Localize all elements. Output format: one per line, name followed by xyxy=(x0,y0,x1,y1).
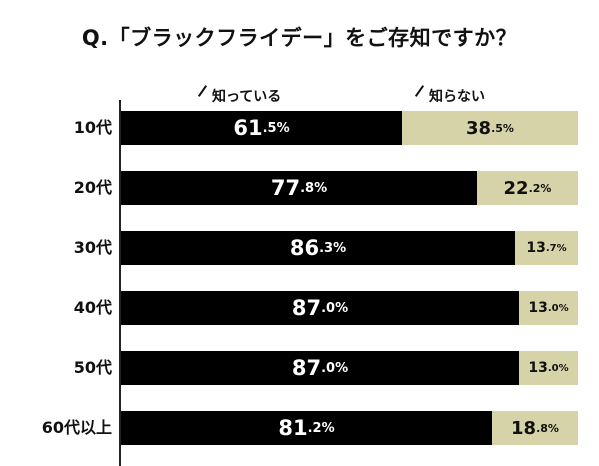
chart-title: Q.「ブラックフライデー」をご存知ですか？ xyxy=(81,26,518,50)
category-label: 60代以上 xyxy=(41,418,112,437)
data-label-know-dec: .5% xyxy=(262,120,290,136)
bar-segment-dont-know: 13.7% xyxy=(515,231,578,265)
bar-segment-dont-know: 22.2% xyxy=(477,171,578,205)
category-label: 20代 xyxy=(73,178,112,197)
legend-marker-dont-know xyxy=(414,85,425,97)
bar-segment-dont-know: 38.5% xyxy=(402,111,578,145)
data-label-dont-know-int: 13 xyxy=(526,240,546,256)
bar-segment-know: 87.0% xyxy=(121,351,519,385)
data-label-dont-know-int: 22 xyxy=(503,177,529,199)
category-label: 10代 xyxy=(73,118,112,137)
bar-segment-know: 61.5% xyxy=(121,111,402,145)
legend-marker-know xyxy=(197,85,208,97)
data-label-know-int: 77 xyxy=(270,176,301,200)
data-label-dont-know-int: 13 xyxy=(528,360,548,376)
y-axis-line xyxy=(119,100,121,466)
data-label-dont-know-dec: .0% xyxy=(547,362,569,374)
category-label: 50代 xyxy=(73,358,112,377)
data-label-know-dec: .0% xyxy=(321,300,349,316)
data-label-know-dec: .0% xyxy=(321,360,349,376)
data-label-know-dec: .3% xyxy=(319,240,347,256)
bar-segment-dont-know: 13.0% xyxy=(519,291,578,325)
data-label-dont-know-int: 13 xyxy=(528,300,548,316)
data-label-know-dec: .2% xyxy=(307,420,335,436)
data-label-dont-know-dec: .0% xyxy=(547,302,569,314)
bar-segment-know: 87.0% xyxy=(121,291,519,325)
legend-label-know: 知っている xyxy=(212,89,282,105)
data-label-know-int: 81 xyxy=(278,416,308,440)
data-label-know-int: 86 xyxy=(289,236,320,260)
legend-label-dont-know: 知らない xyxy=(429,89,485,105)
data-label-dont-know-dec: .7% xyxy=(545,242,567,254)
category-label: 40代 xyxy=(73,298,112,317)
data-label-dont-know-dec: .5% xyxy=(491,121,514,135)
data-label-know-int: 61 xyxy=(233,116,263,140)
data-label-dont-know-int: 38 xyxy=(466,117,492,139)
data-label-dont-know-int: 18 xyxy=(511,417,537,439)
data-label-know-int: 87 xyxy=(291,296,322,320)
data-label-know-int: 87 xyxy=(291,356,322,380)
bar-segment-dont-know: 18.8% xyxy=(492,411,578,445)
bar-segment-dont-know: 13.0% xyxy=(519,351,578,385)
bar-segment-know: 81.2% xyxy=(121,411,492,445)
bar-segment-know: 77.8% xyxy=(121,171,477,205)
bar-segment-know: 86.3% xyxy=(121,231,515,265)
data-label-know-dec: .8% xyxy=(300,180,328,196)
category-label: 30代 xyxy=(73,238,112,257)
data-label-dont-know-dec: .2% xyxy=(528,181,552,195)
data-label-dont-know-dec: .8% xyxy=(536,421,559,435)
